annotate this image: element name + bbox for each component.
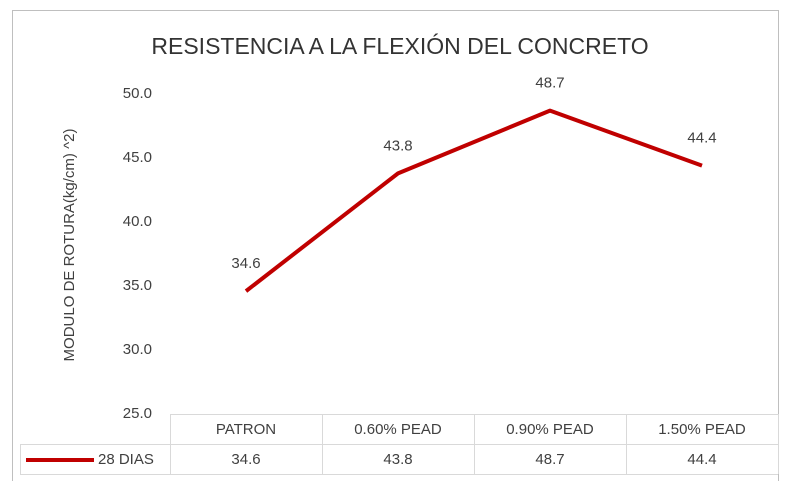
table-value: 48.7 <box>535 451 564 468</box>
x-tick-label: 0.60% PEAD <box>354 421 442 438</box>
data-line <box>244 108 703 293</box>
y-tick-label: 35.0 <box>123 277 152 294</box>
y-tick-label: 25.0 <box>123 405 152 422</box>
table-value: 34.6 <box>231 451 260 468</box>
x-tick-label: 1.50% PEAD <box>658 421 746 438</box>
table-value: 43.8 <box>383 451 412 468</box>
chart-border <box>12 10 779 481</box>
table-value: 44.4 <box>687 451 716 468</box>
legend-label: 28 DIAS <box>98 451 154 468</box>
y-tick-label: 30.0 <box>123 341 152 358</box>
y-tick-label: 40.0 <box>123 213 152 230</box>
data-label: 44.4 <box>687 130 716 147</box>
y-axis-label: MODULO DE ROTURA(kg/cm) ^2) <box>61 129 78 362</box>
chart-title: RESISTENCIA A LA FLEXIÓN DEL CONCRETO <box>151 33 648 59</box>
data-label: 43.8 <box>383 137 412 154</box>
x-tick-label: 0.90% PEAD <box>506 421 594 438</box>
data-label: 48.7 <box>535 75 564 92</box>
x-tick-label: PATRON <box>216 421 276 438</box>
y-tick-label: 50.0 <box>123 85 152 102</box>
y-tick-label: 45.0 <box>123 149 152 166</box>
data-label: 34.6 <box>231 255 260 272</box>
